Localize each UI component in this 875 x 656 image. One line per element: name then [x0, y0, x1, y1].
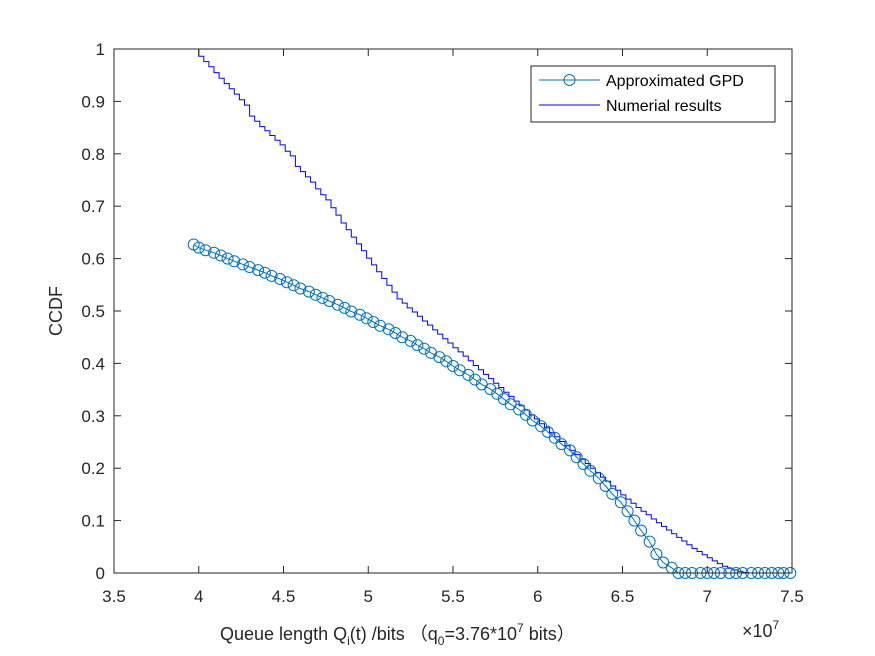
x-axis-label-mid: (t) /bits （q [350, 624, 438, 644]
series-gpd-point [316, 291, 329, 304]
y-tick-label: 0.4 [81, 354, 105, 373]
legend-label-numerical: Numerial results [606, 98, 722, 115]
series-gpd-point [592, 472, 605, 485]
series-gpd-point [236, 258, 249, 271]
y-tick-label: 1 [96, 40, 105, 59]
y-tick-label: 0 [96, 564, 105, 583]
series-gpd-point [294, 282, 307, 295]
x-tick-label: 6.5 [611, 587, 635, 606]
series-gpd-point [265, 269, 278, 282]
series-numerical-line [193, 48, 789, 574]
y-tick-label: 0.3 [81, 407, 105, 426]
series-gpd-point [555, 438, 568, 451]
series-gpd-point [258, 266, 271, 279]
series-gpd-point [584, 464, 597, 477]
x-ticks: 3.5 4 4.5 5 5.5 6 6.5 7 7.5 [102, 49, 804, 606]
x-axis-label-eq: =3.76*10 [444, 624, 517, 644]
x-tick-label: 3.5 [102, 587, 126, 606]
series-gpd-point [504, 398, 517, 411]
series-gpd-point [338, 301, 351, 314]
series-gpd-point [228, 255, 241, 268]
x-axis-label-prefix: Queue length Q [220, 624, 347, 644]
series-gpd-point [564, 444, 576, 457]
series-layer [187, 48, 797, 579]
x-exponent-base: ×10 [742, 621, 773, 641]
x-tick-label: 4.5 [272, 587, 296, 606]
x-tick-label: 5.5 [441, 587, 465, 606]
x-axis-label-sub: i [347, 634, 350, 648]
series-gpd-point [447, 360, 459, 372]
series-gpd-point [577, 458, 590, 470]
series-gpd-point [309, 288, 322, 301]
series-gpd-point [192, 241, 205, 254]
series-gpd-point [657, 556, 670, 569]
series-gpd-point [382, 323, 395, 336]
series-gpd-point [243, 261, 256, 273]
series-gpd-point [418, 342, 431, 355]
x-tick-label: 4 [194, 587, 203, 606]
x-tick-label: 5 [364, 587, 373, 606]
series-gpd-point [411, 339, 424, 352]
y-tick-label: 0.5 [81, 302, 105, 321]
series-gpd-point [599, 480, 612, 492]
y-ticks: 0 0.1 0.2 0.3 0.4 0.5 0.6 0.7 0.8 0.9 1 [81, 40, 792, 583]
series-gpd-point [628, 514, 641, 527]
series-gpd-point [323, 295, 336, 307]
legend-label-gpd: Approximated GPD [606, 73, 744, 90]
y-tick-label: 0.9 [81, 92, 105, 111]
x-tick-label: 7.5 [780, 587, 804, 606]
series-gpd-point [208, 246, 220, 259]
series-gpd-point [199, 244, 212, 257]
series-gpd-point [353, 308, 366, 321]
series-gpd-point [280, 276, 293, 289]
series-gpd-point [526, 414, 539, 427]
series-gpd-point [635, 524, 648, 537]
series-gpd-point [345, 305, 358, 318]
series-gpd-point [360, 312, 373, 325]
series-gpd-point [643, 535, 656, 548]
series-gpd-point [367, 316, 380, 328]
y-axis-label: CCDF [46, 286, 66, 336]
series-gpd-point [433, 351, 446, 364]
series-gpd-point [389, 327, 402, 339]
y-tick-label: 0.8 [81, 145, 105, 164]
legend-marker-gpd [563, 74, 576, 86]
x-axis-label-sup: 7 [517, 621, 524, 635]
series-gpd-point [469, 373, 481, 386]
x-axis-label-sub2: 0 [438, 634, 445, 648]
series-gpd-point [404, 334, 417, 347]
x-axis-label: Queue length Qi(t) /bits （q0=3.76*107 bi… [220, 621, 575, 648]
series-gpd-point [374, 319, 387, 332]
series-gpd-point [302, 285, 315, 298]
x-axis-label-suffix: bits） [524, 624, 575, 644]
series-gpd-point [484, 383, 497, 396]
series-gpd-point [287, 279, 300, 292]
x-exponent-label: ×107 [742, 618, 780, 641]
legend: Approximated GPD Numerial results [530, 65, 776, 123]
x-tick-label: 7 [703, 587, 712, 606]
y-tick-label: 0.6 [81, 250, 105, 269]
series-gpd-point [570, 451, 583, 464]
series-gpd-point [396, 331, 409, 344]
series-gpd-point [221, 252, 234, 265]
series-gpd-point [331, 298, 344, 311]
y-tick-label: 0.2 [81, 459, 105, 478]
series-gpd-point [606, 487, 619, 500]
series-gpd-point [252, 264, 265, 277]
series-gpd-point [621, 505, 634, 518]
y-tick-label: 0.1 [81, 512, 105, 531]
plot-area [114, 49, 792, 573]
series-gpd-point [440, 355, 453, 368]
series-gpd-point [548, 431, 561, 444]
series-gpd-point [462, 368, 475, 381]
y-tick-label: 0.7 [81, 197, 105, 216]
x-tick-label: 6 [533, 587, 542, 606]
series-gpd-point [274, 273, 287, 285]
series-gpd-point [614, 496, 627, 509]
series-gpd-point [214, 249, 227, 262]
series-gpd-point [650, 548, 663, 561]
x-exponent-power: 7 [773, 618, 780, 632]
